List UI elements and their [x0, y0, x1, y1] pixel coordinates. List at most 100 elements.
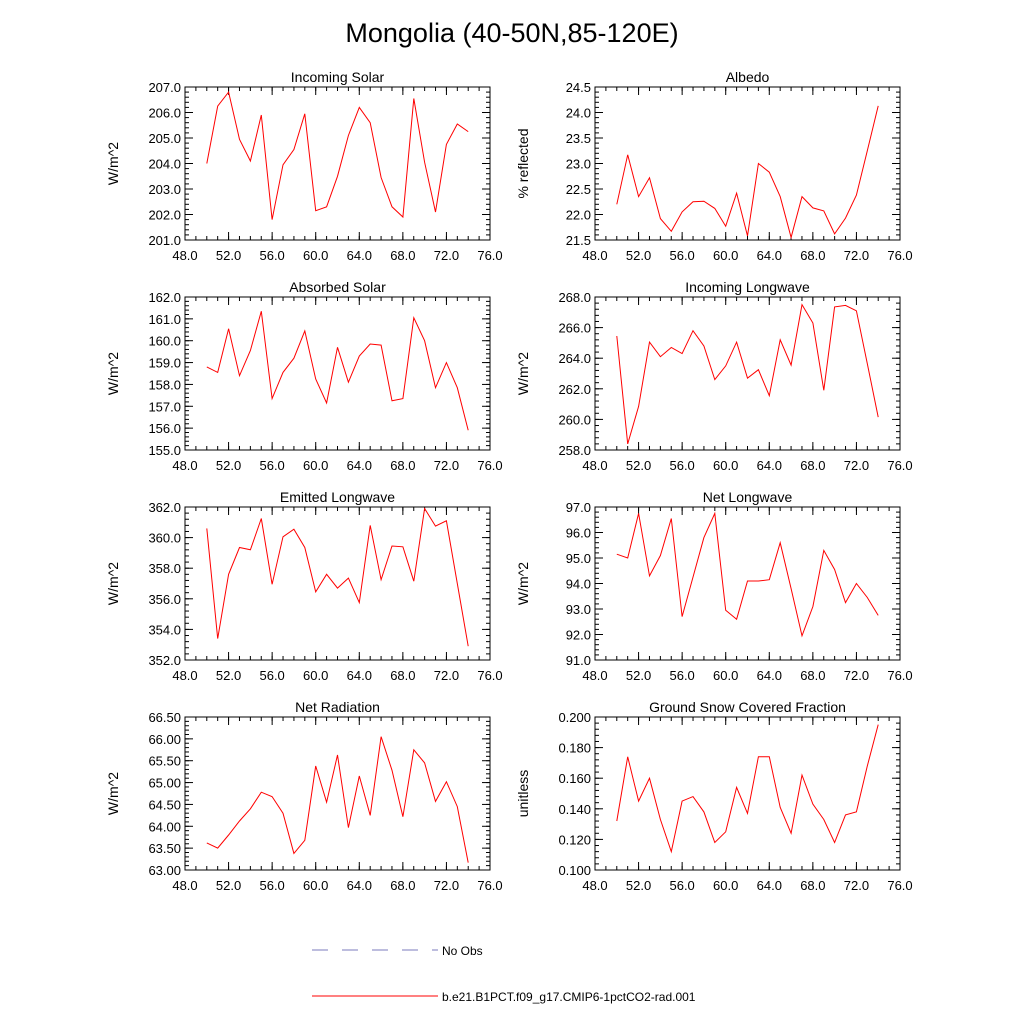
x-tick-label: 64.0 [347, 458, 372, 473]
x-tick-label: 76.0 [887, 668, 912, 683]
x-tick-label: 76.0 [477, 668, 502, 683]
x-tick-label: 60.0 [713, 878, 738, 893]
x-tick-label: 60.0 [713, 248, 738, 263]
x-tick-label: 48.0 [582, 248, 607, 263]
plot-frame [184, 296, 491, 451]
x-tick-label: 68.0 [390, 248, 415, 263]
legend-model-label: b.e21.B1PCT.f09_g17.CMIP6-1pctCO2-rad.00… [442, 990, 696, 1004]
legend-obs-label: No Obs [442, 944, 483, 958]
y-tick-label: 203.0 [148, 182, 181, 197]
x-tick-label: 72.0 [434, 248, 459, 263]
y-tick-label: 266.0 [558, 321, 591, 336]
series-line [616, 303, 879, 445]
y-tick-label: 91.0 [566, 653, 591, 668]
y-tick-label: 22.0 [566, 208, 591, 223]
x-tick-label: 76.0 [887, 878, 912, 893]
x-tick-label: 56.0 [669, 668, 694, 683]
y-tick-label: 258.0 [558, 443, 591, 458]
x-tick-label: 72.0 [844, 878, 869, 893]
y-tick-label: 0.100 [558, 863, 591, 878]
y-tick-label: 93.0 [566, 602, 591, 617]
panel-1: Albedo % reflected 48.0 52.0 56.0 60.0 64.0 68.… [515, 69, 913, 263]
panel-title: Absorbed Solar [289, 279, 386, 295]
y-tick-label: 158.0 [148, 377, 181, 392]
x-tick-label: 64.0 [347, 248, 372, 263]
y-tick-label: 205.0 [148, 131, 181, 146]
y-tick-label: 66.00 [148, 732, 181, 747]
x-tick-label: 76.0 [887, 248, 912, 263]
y-axis-label: W/m^2 [105, 352, 121, 395]
panel-2: Absorbed Solar W/m^2 48.0 52.0 56.0 60.0 64.0 6… [105, 279, 503, 473]
x-tick-label: 76.0 [477, 458, 502, 473]
series-line [206, 507, 469, 647]
y-tick-label: 63.00 [148, 863, 181, 878]
x-tick-label: 56.0 [259, 878, 284, 893]
y-tick-label: 202.0 [148, 208, 181, 223]
y-tick-label: 65.00 [148, 776, 181, 791]
x-tick-label: 60.0 [713, 668, 738, 683]
y-tick-label: 97.0 [566, 500, 591, 515]
y-tick-label: 204.0 [148, 157, 181, 172]
x-tick-label: 64.0 [347, 668, 372, 683]
x-tick-label: 68.0 [800, 248, 825, 263]
y-tick-label: 260.0 [558, 412, 591, 427]
x-tick-label: 72.0 [434, 878, 459, 893]
y-tick-label: 23.0 [566, 157, 591, 172]
x-tick-label: 64.0 [757, 248, 782, 263]
x-tick-label: 68.0 [390, 878, 415, 893]
y-tick-label: 96.0 [566, 526, 591, 541]
y-tick-label: 352.0 [148, 653, 181, 668]
y-tick-label: 64.00 [148, 819, 181, 834]
y-tick-label: 268.0 [558, 290, 591, 305]
y-tick-label: 0.140 [558, 802, 591, 817]
x-tick-label: 48.0 [172, 878, 197, 893]
y-tick-label: 92.0 [566, 628, 591, 643]
y-tick-label: 0.120 [558, 832, 591, 847]
series-line [616, 511, 879, 638]
y-tick-label: 0.180 [558, 741, 591, 756]
panel-5: Net Longwave W/m^2 48.0 52.0 56.0 60.0 64.0 68.… [515, 489, 913, 683]
x-tick-label: 60.0 [303, 878, 328, 893]
x-tick-label: 48.0 [172, 668, 197, 683]
panel-7: Ground Snow Covered Fraction unitless 48.0… [515, 699, 913, 893]
x-tick-label: 48.0 [582, 668, 607, 683]
x-tick-label: 48.0 [582, 458, 607, 473]
x-tick-label: 52.0 [626, 248, 651, 263]
x-tick-label: 52.0 [626, 458, 651, 473]
series-line [616, 105, 879, 240]
x-tick-label: 52.0 [626, 668, 651, 683]
x-tick-label: 68.0 [800, 458, 825, 473]
x-tick-label: 56.0 [669, 878, 694, 893]
series-line [206, 90, 469, 220]
plot-frame [184, 716, 491, 871]
x-tick-label: 68.0 [390, 668, 415, 683]
panel-0: Incoming Solar W/m^2 48.0 52.0 56.0 60.0 64.0 6… [105, 69, 503, 263]
panel-title: Albedo [726, 69, 770, 85]
x-tick-label: 64.0 [347, 878, 372, 893]
x-tick-label: 60.0 [303, 458, 328, 473]
panel-4: Emitted Longwave W/m^2 48.0 52.0 56.0 60.0 64.… [105, 489, 503, 683]
panels: Incoming Solar W/m^2 48.0 52.0 56.0 60.0 64.0 6… [105, 69, 913, 893]
y-tick-label: 0.200 [558, 710, 591, 725]
panel-title: Net Longwave [703, 489, 793, 505]
x-tick-label: 64.0 [757, 878, 782, 893]
y-tick-label: 157.0 [148, 399, 181, 414]
x-tick-label: 72.0 [844, 248, 869, 263]
x-tick-label: 48.0 [582, 878, 607, 893]
x-tick-label: 56.0 [669, 458, 694, 473]
x-tick-label: 60.0 [303, 248, 328, 263]
y-tick-label: 155.0 [148, 443, 181, 458]
y-axis-label: unitless [515, 770, 531, 817]
x-tick-label: 64.0 [757, 668, 782, 683]
y-tick-label: 358.0 [148, 561, 181, 576]
x-tick-label: 48.0 [172, 248, 197, 263]
x-tick-label: 56.0 [259, 668, 284, 683]
panel-title: Ground Snow Covered Fraction [649, 699, 846, 715]
plot-frame [184, 86, 491, 241]
plot-frame [184, 506, 491, 661]
y-tick-label: 24.5 [566, 80, 591, 95]
y-tick-label: 360.0 [148, 531, 181, 546]
panel-title: Incoming Longwave [685, 279, 810, 295]
y-axis-label: W/m^2 [105, 142, 121, 185]
plot-frame [594, 506, 901, 661]
